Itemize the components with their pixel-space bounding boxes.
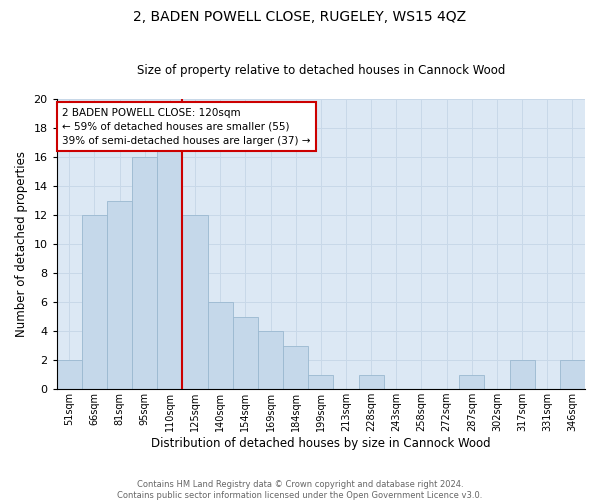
Text: Contains HM Land Registry data © Crown copyright and database right 2024.
Contai: Contains HM Land Registry data © Crown c…	[118, 480, 482, 500]
Bar	[132, 157, 157, 389]
Bar	[157, 142, 182, 389]
X-axis label: Distribution of detached houses by size in Cannock Wood: Distribution of detached houses by size …	[151, 437, 491, 450]
Bar	[57, 360, 82, 389]
Text: 2, BADEN POWELL CLOSE, RUGELEY, WS15 4QZ: 2, BADEN POWELL CLOSE, RUGELEY, WS15 4QZ	[133, 10, 467, 24]
Bar	[82, 215, 107, 389]
Bar	[509, 360, 535, 389]
Bar	[308, 374, 334, 389]
Bar	[283, 346, 308, 389]
Title: Size of property relative to detached houses in Cannock Wood: Size of property relative to detached ho…	[137, 64, 505, 77]
Bar	[182, 215, 208, 389]
Bar	[107, 200, 132, 389]
Text: 2 BADEN POWELL CLOSE: 120sqm
← 59% of detached houses are smaller (55)
39% of se: 2 BADEN POWELL CLOSE: 120sqm ← 59% of de…	[62, 108, 310, 146]
Bar	[560, 360, 585, 389]
Bar	[359, 374, 384, 389]
Y-axis label: Number of detached properties: Number of detached properties	[15, 151, 28, 337]
Bar	[258, 331, 283, 389]
Bar	[459, 374, 484, 389]
Bar	[208, 302, 233, 389]
Bar	[233, 316, 258, 389]
